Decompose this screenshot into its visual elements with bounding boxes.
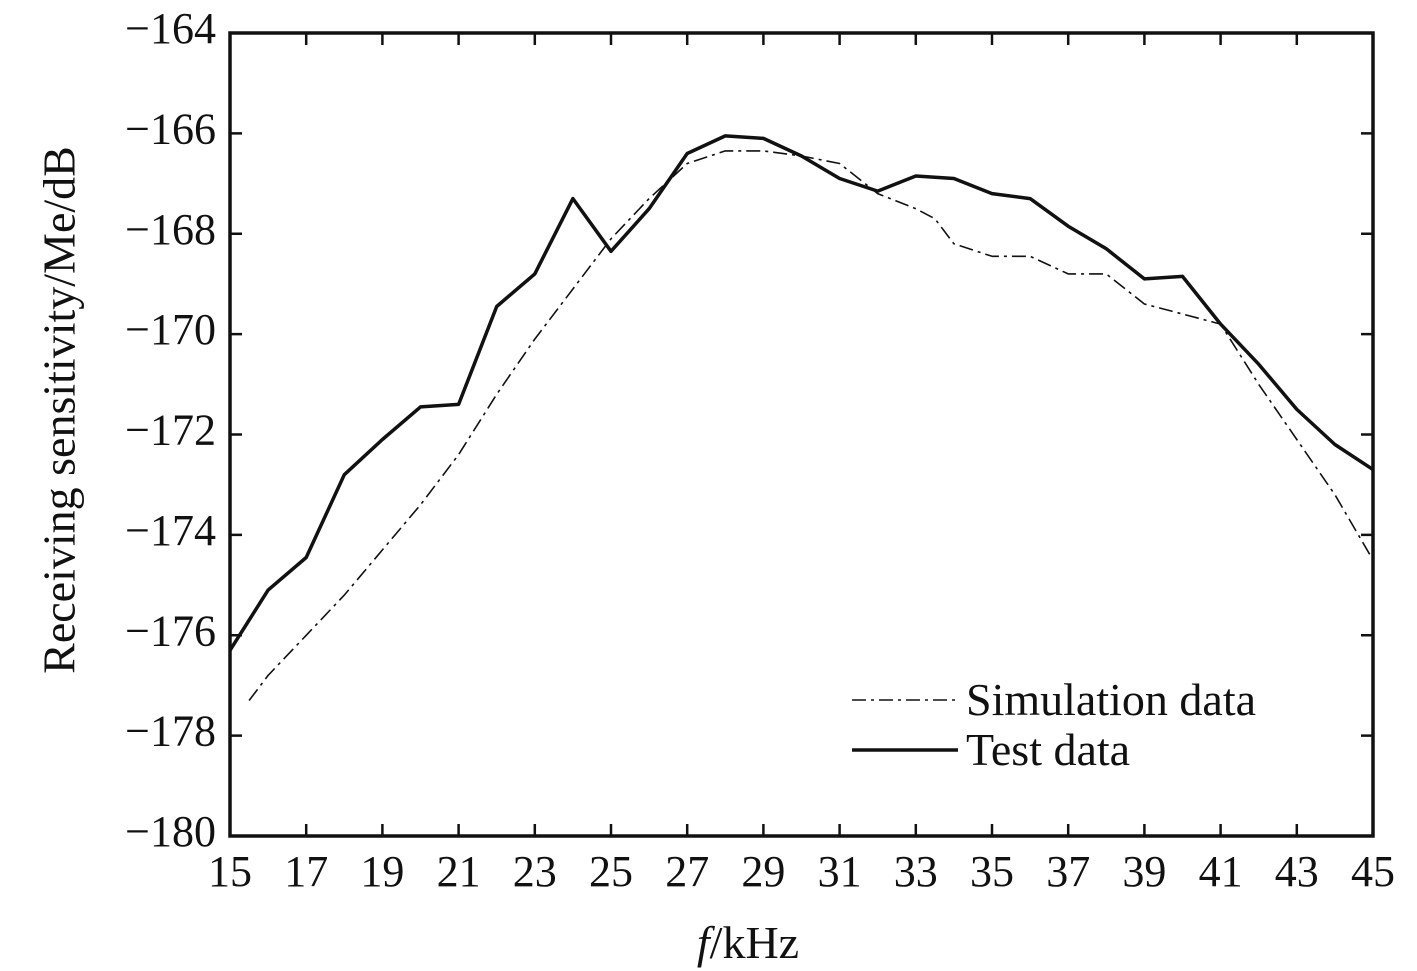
x-tick-label: 19 [360, 847, 404, 896]
y-tick-label: −168 [125, 205, 216, 254]
x-tick-label: 17 [284, 847, 328, 896]
y-tick-label: −166 [125, 104, 216, 153]
legend-label-test: Test data [966, 724, 1130, 775]
x-axis-label: f/kHz [697, 917, 799, 968]
x-tick-label: 29 [741, 847, 785, 896]
x-tick-label: 27 [665, 847, 709, 896]
x-tick-label: 21 [437, 847, 481, 896]
y-tick-label: −164 [125, 4, 216, 53]
x-tick-label: 39 [1122, 847, 1166, 896]
x-tick-label: 41 [1199, 847, 1243, 896]
x-tick-label: 37 [1046, 847, 1090, 896]
series-layer [228, 134, 1374, 701]
ticks-layer: 15 17 19 21 23 25 27 29 31 33 35 37 39 41 43 45 −164 −166… [125, 4, 1395, 896]
x-tick-label: 45 [1351, 847, 1395, 896]
y-axis-label: Receiving sensitivity/Me/dB [34, 146, 85, 674]
x-tick-label: 35 [970, 847, 1014, 896]
y-tick-label: −170 [125, 305, 216, 354]
x-tick-label: 33 [894, 847, 938, 896]
series-line-test [228, 134, 1374, 652]
x-tick-label: 43 [1275, 847, 1319, 896]
x-axis-label-unit: /kHz [710, 917, 799, 968]
legend-label-simulation: Simulation data [966, 674, 1256, 725]
legend: Simulation data Test data [852, 674, 1256, 775]
y-tick-label: −174 [125, 506, 216, 555]
x-tick-label: 25 [589, 847, 633, 896]
y-tick-label: −180 [125, 807, 216, 856]
x-tick-label: 15 [208, 847, 252, 896]
y-tick-label: −172 [125, 406, 216, 455]
x-tick-label: 31 [818, 847, 862, 896]
y-tick-label: −178 [125, 707, 216, 756]
x-tick-label: 23 [513, 847, 557, 896]
series-line-simulation [248, 150, 1374, 701]
y-tick-label: −176 [125, 606, 216, 655]
